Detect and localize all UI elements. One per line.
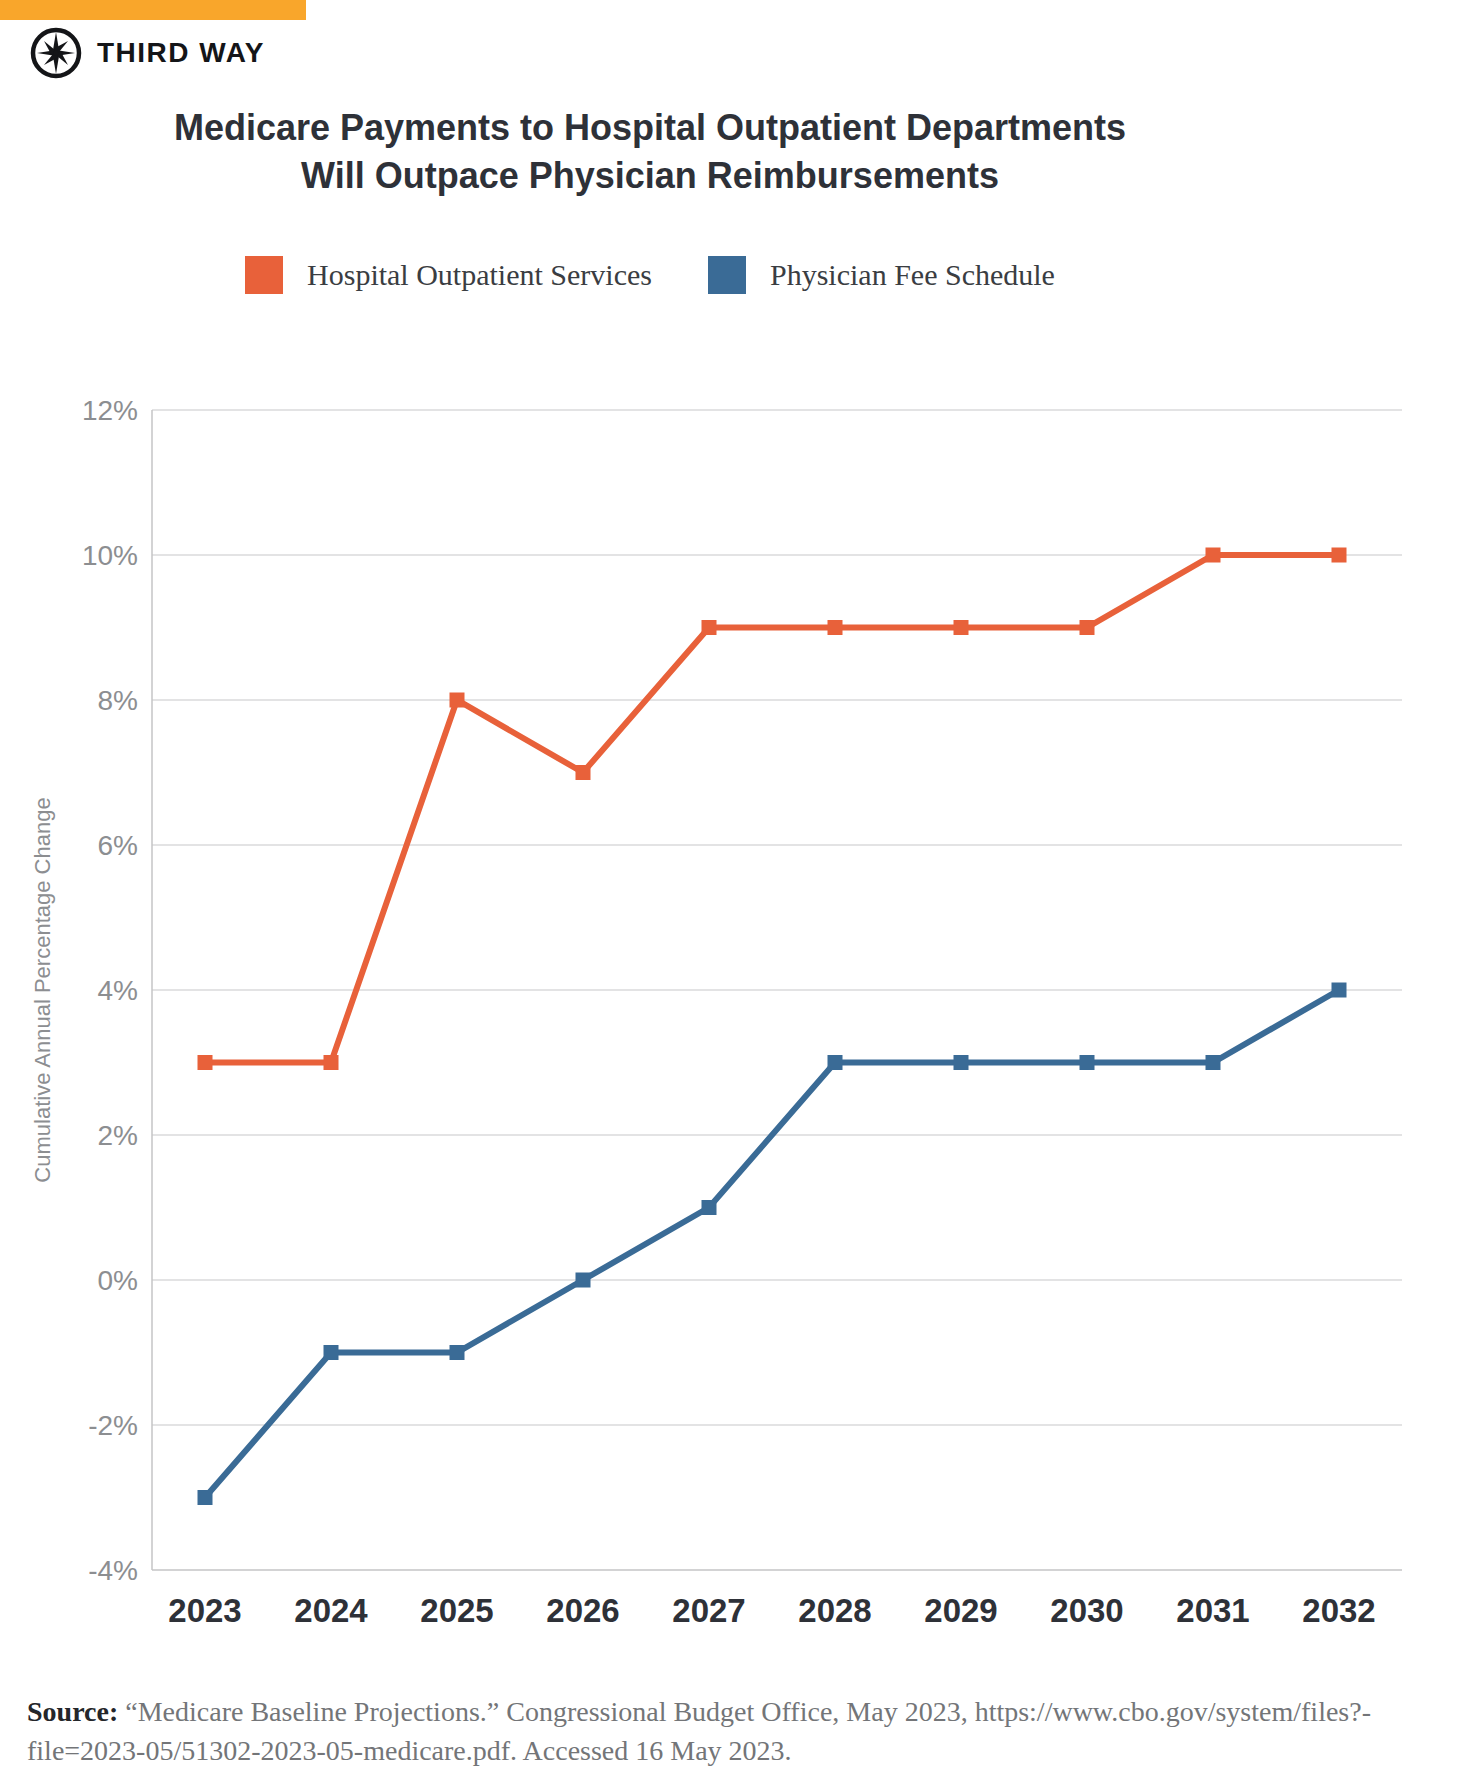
chart-title-line2: Will Outpace Physician Reimbursements (301, 155, 999, 196)
chart-title: Medicare Payments to Hospital Outpatient… (0, 104, 1300, 200)
data-point-hospital-outpatient-services-2026 (576, 765, 591, 780)
x-tick-label-2029: 2029 (924, 1592, 997, 1629)
data-point-hospital-outpatient-services-2031 (1206, 548, 1221, 563)
x-tick-label-2025: 2025 (420, 1592, 493, 1629)
legend-label: Hospital Outpatient Services (307, 258, 652, 292)
data-point-physician-fee-schedule-2023 (198, 1490, 213, 1505)
data-point-hospital-outpatient-services-2028 (828, 620, 843, 635)
legend-label: Physician Fee Schedule (770, 258, 1055, 292)
data-point-hospital-outpatient-services-2027 (702, 620, 717, 635)
legend-item-hospital-outpatient-services: Hospital Outpatient Services (245, 256, 652, 294)
y-axis-title: Cumulative Annual Percentage Change (30, 797, 55, 1182)
y-tick-label: -4% (88, 1555, 138, 1586)
x-tick-label-2024: 2024 (294, 1592, 368, 1629)
y-tick-label: 8% (98, 685, 138, 716)
y-tick-label: 6% (98, 830, 138, 861)
thirdway-logo: THIRD WAY (29, 26, 265, 80)
source-line1: “Medicare Baseline Projections.” Congres… (125, 1696, 1371, 1727)
data-point-physician-fee-schedule-2031 (1206, 1055, 1221, 1070)
legend-swatch-orange (245, 256, 283, 294)
data-point-physician-fee-schedule-2024 (324, 1345, 339, 1360)
y-tick-label: 12% (82, 395, 138, 426)
source-note: Source: “Medicare Baseline Projections.”… (27, 1692, 1457, 1770)
data-point-physician-fee-schedule-2032 (1332, 983, 1347, 998)
source-label: Source: (27, 1696, 118, 1727)
compass-icon (29, 26, 83, 80)
y-tick-label: -2% (88, 1410, 138, 1441)
x-tick-label-2031: 2031 (1176, 1592, 1249, 1629)
data-point-hospital-outpatient-services-2025 (450, 693, 465, 708)
series-line-physician-fee-schedule (205, 990, 1339, 1498)
y-tick-label: 0% (98, 1265, 138, 1296)
x-tick-label-2023: 2023 (168, 1592, 241, 1629)
brand-name: THIRD WAY (97, 37, 265, 69)
x-tick-label-2030: 2030 (1050, 1592, 1123, 1629)
data-point-hospital-outpatient-services-2023 (198, 1055, 213, 1070)
chart-title-line1: Medicare Payments to Hospital Outpatient… (174, 107, 1126, 148)
source-line2: file=2023-05/51302-2023-05-medicare.pdf.… (27, 1735, 792, 1766)
y-tick-label: 2% (98, 1120, 138, 1151)
legend-swatch-blue (708, 256, 746, 294)
y-tick-label: 10% (82, 540, 138, 571)
y-tick-label: 4% (98, 975, 138, 1006)
legend-item-physician-fee-schedule: Physician Fee Schedule (708, 256, 1055, 294)
x-tick-label-2027: 2027 (672, 1592, 745, 1629)
data-point-physician-fee-schedule-2030 (1080, 1055, 1095, 1070)
data-point-hospital-outpatient-services-2024 (324, 1055, 339, 1070)
line-chart: 12% 10% 8% 6% 4% 2% 0% -2% -4% Cumulative Annual … (0, 340, 1480, 1690)
data-point-physician-fee-schedule-2026 (576, 1273, 591, 1288)
chart-legend: Hospital Outpatient Services Physician F… (0, 256, 1300, 294)
data-point-hospital-outpatient-services-2030 (1080, 620, 1095, 635)
data-point-physician-fee-schedule-2027 (702, 1200, 717, 1215)
data-point-physician-fee-schedule-2028 (828, 1055, 843, 1070)
brand-topbar (0, 0, 306, 20)
data-point-hospital-outpatient-services-2032 (1332, 548, 1347, 563)
data-point-physician-fee-schedule-2029 (954, 1055, 969, 1070)
data-point-hospital-outpatient-services-2029 (954, 620, 969, 635)
series-line-hospital-outpatient-services (205, 555, 1339, 1063)
x-tick-label-2028: 2028 (798, 1592, 871, 1629)
data-point-physician-fee-schedule-2025 (450, 1345, 465, 1360)
x-tick-label-2032: 2032 (1302, 1592, 1375, 1629)
x-tick-label-2026: 2026 (546, 1592, 619, 1629)
